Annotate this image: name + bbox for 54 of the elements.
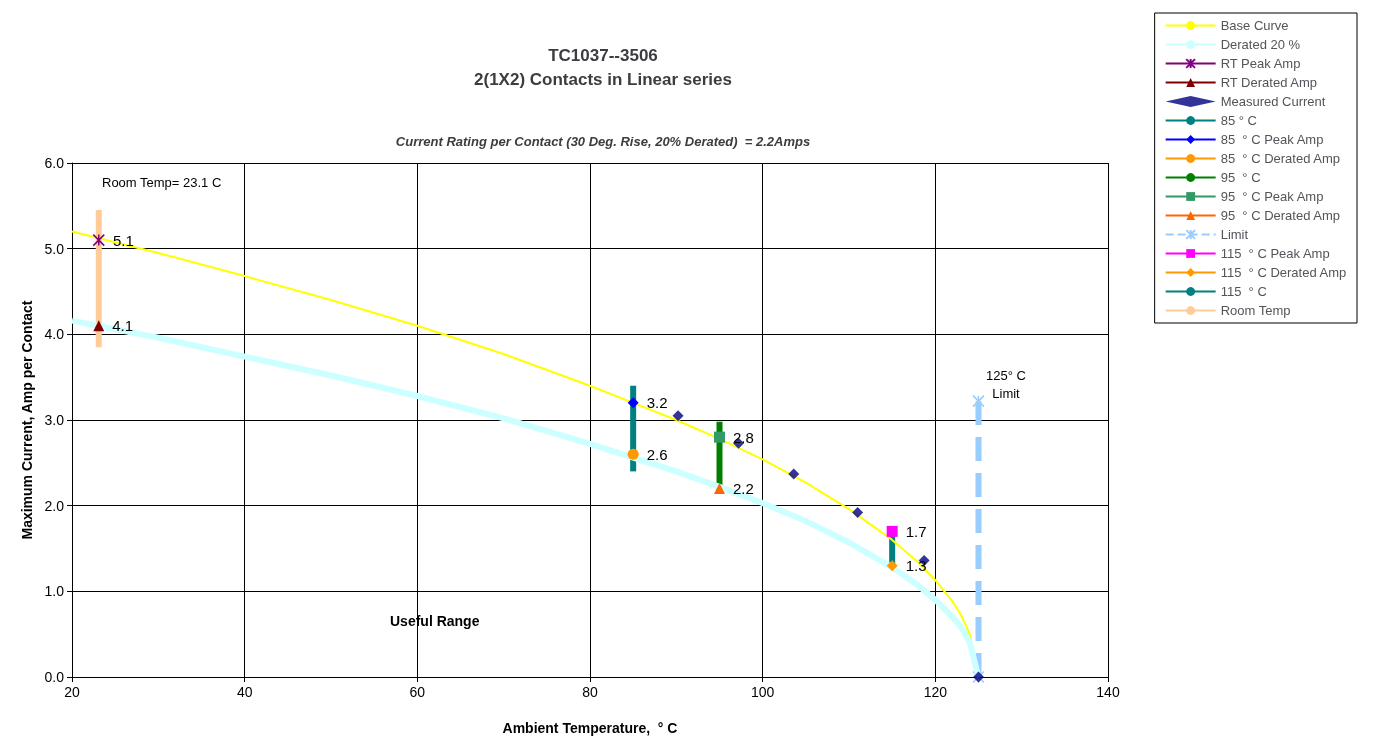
- data-label: 2.8: [733, 428, 754, 446]
- point: [93, 320, 105, 332]
- y-tick-label: 2.0: [44, 497, 65, 514]
- data-label: 4.1: [112, 317, 134, 335]
- point: [714, 431, 725, 443]
- legend-label: Room Temp: [1220, 303, 1291, 318]
- legend-label: 95 ° C: [1220, 170, 1261, 185]
- data-label: 1.7: [905, 522, 927, 540]
- point: [886, 525, 898, 537]
- annotation: Room Temp= 23.1 C: [102, 174, 222, 190]
- legend-label: Base Curve: [1220, 18, 1289, 33]
- x-tick-label: 120: [923, 684, 948, 700]
- legend-label: RT Derated Amp: [1220, 75, 1318, 90]
- legend-label: 85 ° C Derated Amp: [1220, 151, 1341, 166]
- y-tick-label: 5.0: [44, 240, 65, 257]
- legend-label: Derated 20 %: [1220, 37, 1301, 52]
- y-tick-label: 0.0: [44, 669, 65, 685]
- point: [886, 560, 898, 572]
- data-label: 2.2: [733, 480, 754, 498]
- x-tick-label: 20: [64, 684, 80, 700]
- legend-label: 85 ° C: [1220, 113, 1257, 128]
- x-axis-title: Ambient Temperature, ° C: [502, 720, 678, 736]
- legend-label: 95 ° C Derated Amp: [1220, 208, 1341, 223]
- legend-label: Measured Current: [1220, 94, 1326, 109]
- y-tick-label: 6.0: [44, 155, 65, 171]
- point: [972, 394, 985, 408]
- x-tick-label: 140: [1096, 684, 1120, 700]
- legend-label: 115 ° C Derated Amp: [1220, 265, 1347, 280]
- point: [714, 483, 725, 495]
- y-tick-label: 4.0: [44, 326, 65, 343]
- data-label: 3.2: [646, 394, 668, 412]
- x-tick-label: 80: [582, 684, 598, 700]
- point: [672, 410, 684, 422]
- chart-subtitle: Current Rating per Contact (30 Deg. Rise, 20% Derated) = 2.2Amps: [395, 134, 811, 149]
- x-tick-label: 60: [409, 684, 426, 700]
- legend-label: Limit: [1220, 227, 1249, 242]
- y-axis-title: Maximum Current, Amp per Contact: [18, 300, 35, 540]
- chart-title: TC1037--3506 2(1X2) Contacts in Linear series: [474, 45, 732, 89]
- annotation: 125° C Limit: [986, 367, 1026, 401]
- point: [627, 397, 639, 409]
- legend-label: RT Peak Amp: [1220, 56, 1301, 71]
- x-tick-label: 100: [750, 684, 775, 700]
- legend-label: 115 ° C Peak Amp: [1220, 246, 1330, 261]
- y-tick-label: 1.0: [44, 583, 65, 600]
- point: [92, 233, 106, 247]
- data-label: 2.6: [646, 445, 668, 463]
- point: [627, 448, 639, 460]
- legend-label: 85 ° C Peak Amp: [1220, 132, 1324, 147]
- y-tick-label: 3.0: [44, 412, 65, 428]
- x-tick-label: 40: [236, 684, 253, 700]
- legend-label: 115 ° C: [1220, 284, 1267, 299]
- point: [788, 468, 800, 480]
- legend-label: 95 ° C Peak Amp: [1220, 189, 1324, 204]
- point: [852, 507, 864, 519]
